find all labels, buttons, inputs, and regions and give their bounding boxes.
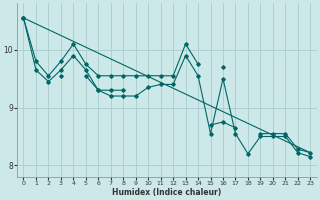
X-axis label: Humidex (Indice chaleur): Humidex (Indice chaleur)	[112, 188, 221, 197]
